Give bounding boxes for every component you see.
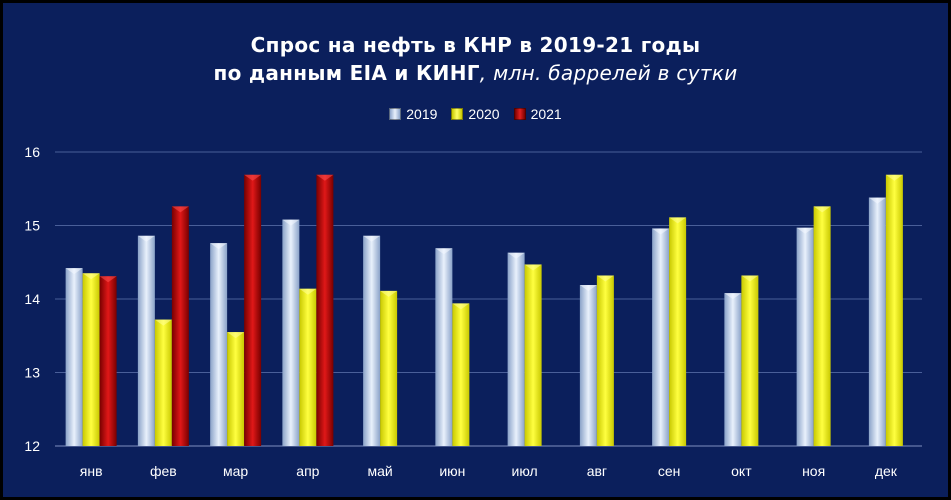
chart-title-line2: по данным EIA и КИНГ, млн. баррелей в су… bbox=[3, 59, 948, 87]
bars bbox=[65, 174, 903, 446]
x-tick-label: июл bbox=[512, 463, 538, 479]
bar-2020-янв bbox=[82, 273, 100, 446]
bar-cap bbox=[435, 248, 453, 255]
bar-2020-май bbox=[380, 290, 398, 446]
bar-2020-окт bbox=[741, 275, 759, 446]
y-tick-label: 13 bbox=[24, 365, 40, 381]
bar-2019-дек bbox=[868, 197, 886, 446]
bar-2021-апр bbox=[316, 174, 334, 446]
bar-2019-июл bbox=[507, 252, 525, 446]
bar-cap bbox=[579, 285, 597, 292]
bar-2020-фев bbox=[154, 319, 172, 446]
legend-label-2021: 2021 bbox=[530, 106, 562, 122]
y-tick-label: 15 bbox=[24, 218, 40, 234]
bar-cap bbox=[82, 273, 100, 280]
bar-cap bbox=[299, 288, 317, 295]
bar-2021-фев bbox=[171, 206, 189, 446]
bar-cap bbox=[724, 293, 742, 300]
bar-cap bbox=[154, 319, 172, 326]
bar-cap bbox=[796, 227, 814, 234]
x-tick-label: сен bbox=[658, 463, 681, 479]
bar-2019-янв bbox=[65, 268, 83, 446]
y-tick-label: 14 bbox=[24, 291, 40, 307]
chart-legend: 2019 2020 2021 bbox=[3, 106, 948, 122]
bar-2020-апр bbox=[299, 288, 317, 446]
bar-cap bbox=[99, 276, 117, 283]
bar-2021-мар bbox=[244, 174, 262, 446]
bar-2019-апр bbox=[282, 219, 300, 446]
x-axis-ticks: янв фев мар апр май июн июл авг сен окт ноя дек bbox=[80, 463, 898, 479]
bar-cap bbox=[652, 228, 670, 235]
bar-cap bbox=[363, 235, 381, 242]
bar-cap bbox=[137, 235, 155, 242]
bar-2019-окт bbox=[724, 293, 742, 446]
bar-cap bbox=[210, 243, 228, 250]
bar-cap bbox=[452, 303, 470, 310]
y-axis-ticks: 12 13 14 15 16 bbox=[24, 144, 40, 454]
bar-2020-авг bbox=[596, 275, 614, 446]
bar-cap bbox=[596, 275, 614, 282]
bar-cap bbox=[741, 275, 759, 282]
gridlines bbox=[55, 151, 922, 447]
bar-2019-фев bbox=[137, 235, 155, 446]
chart-title-line1: Спрос на нефть в КНР в 2019-21 годы bbox=[250, 33, 701, 57]
bar-2019-мар bbox=[210, 243, 228, 446]
bar-2020-сен bbox=[669, 217, 687, 446]
bar-cap bbox=[885, 174, 903, 181]
bar-cap bbox=[171, 206, 189, 213]
legend-swatch-2019 bbox=[389, 108, 402, 120]
bar-cap bbox=[380, 290, 398, 297]
bar-2019-июн bbox=[435, 248, 453, 446]
x-tick-label: авг bbox=[587, 463, 607, 479]
legend-label-2020: 2020 bbox=[468, 106, 500, 122]
legend-swatch-2020 bbox=[451, 108, 464, 120]
x-tick-label: дек bbox=[875, 463, 898, 479]
chart-title: Спрос на нефть в КНР в 2019-21 годы по д… bbox=[3, 31, 948, 87]
bar-2019-ноя bbox=[796, 227, 814, 446]
x-tick-label: ноя bbox=[802, 463, 825, 479]
bar-cap bbox=[316, 174, 334, 181]
bar-cap bbox=[282, 219, 300, 226]
legend-item-2020: 2020 bbox=[451, 106, 500, 122]
chart-title-source: по данным EIA и КИНГ bbox=[213, 61, 480, 85]
bar-2020-мар bbox=[227, 332, 245, 446]
bar-cap bbox=[65, 268, 83, 275]
x-tick-label: май bbox=[368, 463, 393, 479]
chart-title-unit: , млн. баррелей в сутки bbox=[479, 61, 738, 85]
x-tick-label: окт bbox=[731, 463, 752, 479]
y-tick-label: 12 bbox=[24, 438, 40, 454]
bar-cap bbox=[669, 217, 687, 224]
bar-cap bbox=[868, 197, 886, 204]
bar-2020-июл bbox=[524, 264, 542, 446]
bar-cap bbox=[524, 264, 542, 271]
y-tick-label: 16 bbox=[24, 144, 40, 160]
legend-item-2019: 2019 bbox=[389, 106, 437, 122]
bar-cap bbox=[244, 174, 262, 181]
x-tick-label: янв bbox=[80, 463, 103, 479]
bar-2020-дек bbox=[885, 174, 903, 446]
bar-cap bbox=[227, 332, 245, 339]
x-tick-label: июн bbox=[439, 463, 465, 479]
x-tick-label: апр bbox=[296, 463, 319, 479]
bar-2019-май bbox=[363, 235, 381, 446]
bar-2020-июн bbox=[452, 303, 470, 446]
legend-item-2021: 2021 bbox=[513, 106, 562, 122]
bar-cap bbox=[813, 206, 831, 213]
bar-2019-сен bbox=[652, 228, 670, 446]
legend-swatch-2021 bbox=[513, 108, 526, 120]
bar-cap bbox=[507, 252, 525, 259]
x-tick-label: фев bbox=[150, 463, 177, 479]
bar-2019-авг bbox=[579, 285, 597, 446]
legend-label-2019: 2019 bbox=[406, 106, 438, 122]
bar-2021-янв bbox=[99, 276, 117, 446]
bar-2020-ноя bbox=[813, 206, 831, 446]
x-tick-label: мар bbox=[223, 463, 248, 479]
